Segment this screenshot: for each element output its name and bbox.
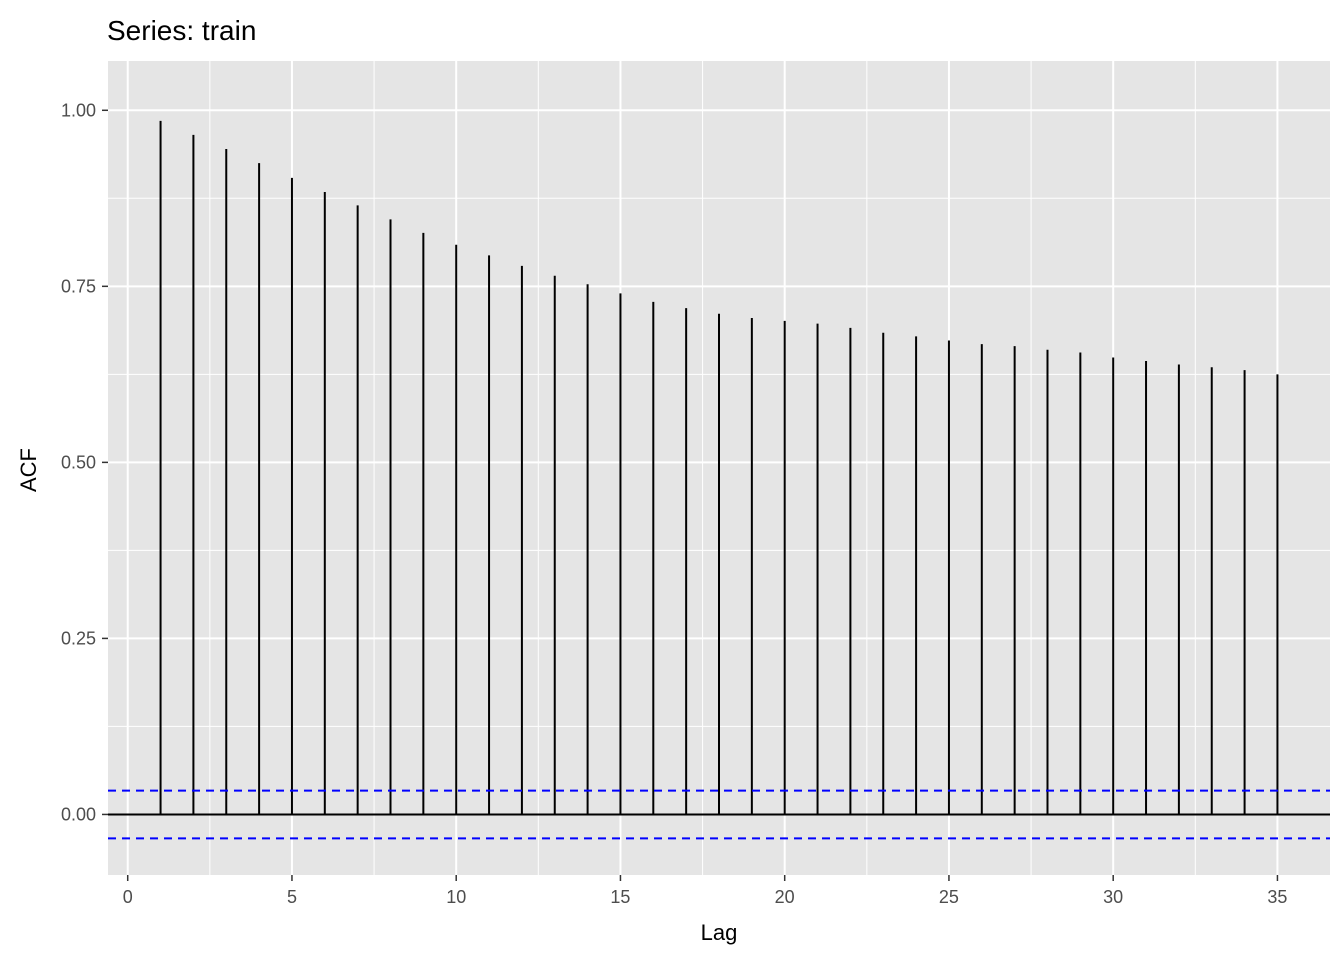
y-tick-label: 1.00 (61, 100, 96, 120)
y-tick-label: 0.50 (61, 452, 96, 472)
acf-bars (159, 120, 1279, 815)
x-tick-label: 0 (123, 887, 133, 907)
x-tick-label: 15 (610, 887, 630, 907)
chart-title: Series: train (107, 15, 256, 46)
x-tick-label: 30 (1103, 887, 1123, 907)
x-tick-label: 10 (446, 887, 466, 907)
y-axis-title: ACF (16, 448, 41, 492)
axes: 0.00 0.25 0.50 0.75 1.00 0 5 10 15 20 25 30 35 (61, 100, 1288, 907)
x-tick-label: 25 (939, 887, 959, 907)
x-tick-label: 20 (775, 887, 795, 907)
reference-lines (108, 789, 1330, 840)
y-tick-label: 0.25 (61, 628, 96, 648)
y-tick-label: 0.75 (61, 276, 96, 296)
x-axis-title: Lag (701, 920, 738, 945)
x-tick-label: 35 (1267, 887, 1287, 907)
y-tick-label: 0.00 (61, 804, 96, 824)
x-tick-label: 5 (287, 887, 297, 907)
